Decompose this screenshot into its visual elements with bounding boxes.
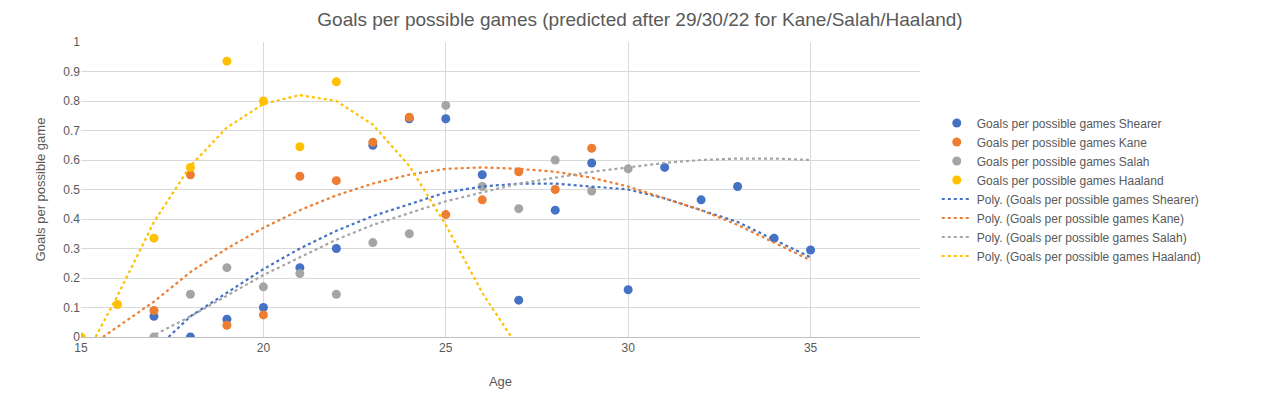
svg-text:0.8: 0.8 [63, 94, 80, 108]
svg-text:15: 15 [74, 341, 88, 355]
svg-text:Goals per possible games Salah: Goals per possible games Salah [977, 155, 1150, 169]
svg-text:35: 35 [804, 341, 818, 355]
svg-text:0.6: 0.6 [63, 153, 80, 167]
svg-text:20: 20 [257, 341, 271, 355]
svg-text:0.1: 0.1 [63, 301, 80, 315]
svg-text:Goals per possible games Haala: Goals per possible games Haaland [977, 174, 1164, 188]
svg-text:1: 1 [73, 35, 80, 49]
svg-text:0.7: 0.7 [63, 124, 80, 138]
svg-text:Goals per possible game: Goals per possible game [33, 118, 48, 262]
svg-text:0: 0 [73, 330, 80, 344]
svg-text:Age: Age [489, 374, 512, 389]
svg-text:Goals per possible games Kane: Goals per possible games Kane [977, 136, 1147, 150]
svg-text:0.9: 0.9 [63, 65, 80, 79]
svg-text:0.5: 0.5 [63, 183, 80, 197]
svg-text:25: 25 [439, 341, 453, 355]
svg-text:Poly. (Goals per possible game: Poly. (Goals per possible games Salah) [977, 231, 1187, 245]
svg-text:Poly. (Goals per possible game: Poly. (Goals per possible games Kane) [977, 212, 1184, 226]
svg-text:Goals per possible games (pred: Goals per possible games (predicted afte… [317, 9, 962, 30]
svg-text:0.2: 0.2 [63, 271, 80, 285]
svg-text:Poly. (Goals per possible game: Poly. (Goals per possible games Haaland) [977, 250, 1201, 264]
svg-text:0.4: 0.4 [63, 212, 80, 226]
svg-text:Goals per possible games Shear: Goals per possible games Shearer [977, 117, 1162, 131]
svg-text:30: 30 [621, 341, 635, 355]
svg-text:Poly. (Goals per possible game: Poly. (Goals per possible games Shearer) [977, 193, 1199, 207]
svg-text:0.3: 0.3 [63, 242, 80, 256]
